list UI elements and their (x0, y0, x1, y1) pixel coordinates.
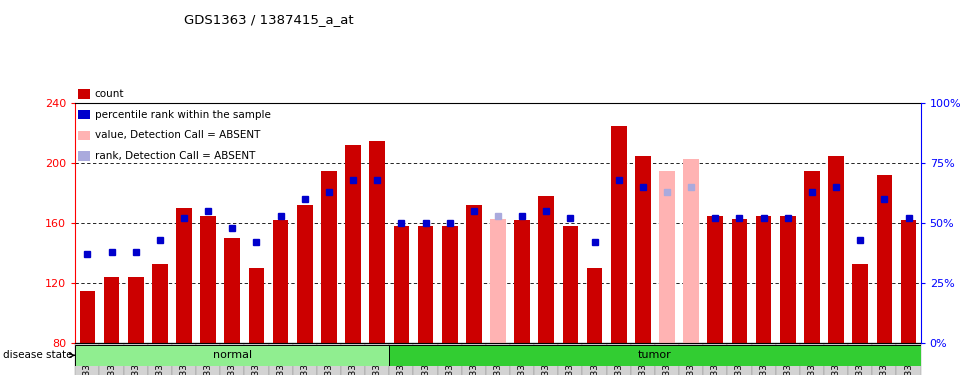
Bar (755, 216, 772, 343)
Bar (417, 226, 434, 343)
Bar (148, 343, 172, 375)
Bar (176, 208, 192, 343)
Bar (196, 343, 220, 375)
Bar (297, 205, 313, 343)
Bar (707, 216, 724, 343)
Bar (293, 343, 317, 375)
Bar (486, 343, 510, 375)
Bar (703, 343, 727, 375)
Bar (852, 264, 868, 343)
Bar (804, 171, 820, 343)
Bar (776, 343, 800, 375)
Bar (562, 226, 579, 343)
Bar (752, 343, 776, 375)
Bar (272, 220, 289, 343)
Bar (369, 141, 385, 343)
Bar (441, 226, 458, 343)
Bar (244, 343, 269, 375)
Bar (538, 196, 554, 343)
Bar (99, 343, 124, 375)
Bar (75, 343, 99, 375)
Bar (345, 145, 361, 343)
Bar (514, 220, 530, 343)
Bar (269, 343, 293, 375)
Bar (79, 291, 96, 343)
Bar (321, 171, 337, 343)
Bar (828, 156, 844, 343)
Bar (200, 216, 216, 343)
Bar (220, 343, 244, 375)
Bar (317, 343, 341, 375)
Bar (731, 219, 748, 343)
FancyBboxPatch shape (75, 345, 389, 366)
Bar (631, 343, 655, 375)
Bar (558, 343, 582, 375)
Bar (248, 268, 265, 343)
Bar (683, 159, 699, 343)
Bar (510, 343, 534, 375)
FancyBboxPatch shape (389, 345, 921, 366)
Bar (466, 205, 482, 343)
Text: normal: normal (213, 350, 252, 360)
Bar (635, 156, 651, 343)
Text: count: count (95, 89, 125, 99)
Bar (900, 220, 917, 343)
Text: tumor: tumor (639, 350, 671, 360)
Bar (896, 343, 921, 375)
Bar (103, 277, 120, 343)
Bar (341, 343, 365, 375)
Text: value, Detection Call = ABSENT: value, Detection Call = ABSENT (95, 130, 260, 140)
Bar (727, 343, 752, 375)
Bar (534, 343, 558, 375)
Bar (848, 343, 872, 375)
Bar (152, 264, 168, 343)
Bar (490, 219, 506, 343)
Bar (438, 343, 462, 375)
Text: rank, Detection Call = ABSENT: rank, Detection Call = ABSENT (95, 151, 255, 161)
Bar (824, 343, 848, 375)
Text: GDS1363 / 1387415_a_at: GDS1363 / 1387415_a_at (184, 13, 354, 26)
Bar (128, 277, 144, 343)
Bar (224, 238, 241, 343)
Bar (655, 343, 679, 375)
Bar (780, 216, 796, 343)
Bar (413, 343, 438, 375)
Bar (586, 268, 603, 343)
Bar (365, 343, 389, 375)
Bar (679, 343, 703, 375)
Bar (872, 343, 896, 375)
Bar (876, 175, 893, 343)
Bar (172, 343, 196, 375)
Bar (389, 343, 413, 375)
Bar (607, 343, 631, 375)
Bar (462, 343, 486, 375)
Text: percentile rank within the sample: percentile rank within the sample (95, 110, 270, 120)
Bar (800, 343, 824, 375)
Bar (582, 343, 607, 375)
Bar (659, 171, 675, 343)
Bar (611, 126, 627, 343)
Bar (124, 343, 148, 375)
Text: disease state: disease state (3, 350, 75, 360)
Bar (393, 226, 410, 343)
